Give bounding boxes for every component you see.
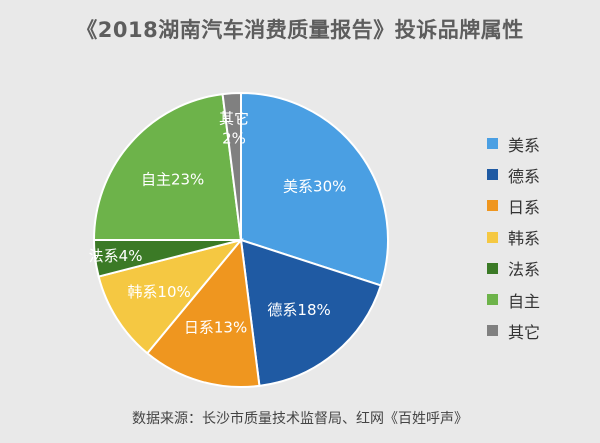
legend-swatch <box>487 169 498 181</box>
legend-item-法系: 法系 <box>487 253 540 284</box>
slice-label-日系: 日系13% <box>184 319 247 337</box>
slice-label-德系: 德系18% <box>267 301 330 319</box>
legend-label: 日系 <box>508 197 541 217</box>
legend-label: 德系 <box>508 166 541 186</box>
pie-slice-日系 <box>145 237 261 388</box>
slice-label-其它: 其它 2% <box>219 110 249 148</box>
legend-swatch <box>487 138 498 150</box>
slice-label-韩系: 韩系10% <box>127 283 190 301</box>
pie-slice-美系 <box>240 91 389 287</box>
legend-item-日系: 日系 <box>487 190 540 221</box>
legend-swatch <box>487 200 498 212</box>
slice-label-美系: 美系30% <box>283 177 346 195</box>
legend-swatch <box>487 294 498 306</box>
slice-label-自主: 自主23% <box>141 171 204 189</box>
legend-label: 美系 <box>508 135 541 155</box>
pie-slice-德系 <box>239 238 383 387</box>
legend-item-自主: 自主 <box>487 284 540 315</box>
legend-item-韩系: 韩系 <box>487 222 540 253</box>
legend-label: 法系 <box>508 260 541 280</box>
legend-item-美系: 美系 <box>487 128 540 159</box>
slice-label-法系: 法系4% <box>89 247 143 265</box>
legend-label: 韩系 <box>508 229 541 249</box>
legend-swatch <box>487 231 498 243</box>
legend-swatch <box>487 262 498 274</box>
legend-label: 其它 <box>508 322 541 342</box>
pie-slice-其它 <box>221 91 242 241</box>
data-source-note: 数据来源：长沙市质量技术监督局、红网《百姓呼声》 <box>132 411 468 427</box>
legend-label: 自主 <box>508 291 541 311</box>
chart-title: 《2018湖南汽车消费质量报告》投诉品牌属性 <box>76 18 524 42</box>
legend: 美系德系日系韩系法系自主其它 <box>487 128 540 346</box>
pie-slice-自主 <box>92 93 243 241</box>
legend-item-德系: 德系 <box>487 159 540 190</box>
legend-swatch <box>487 325 498 337</box>
legend-item-其它: 其它 <box>487 315 540 346</box>
